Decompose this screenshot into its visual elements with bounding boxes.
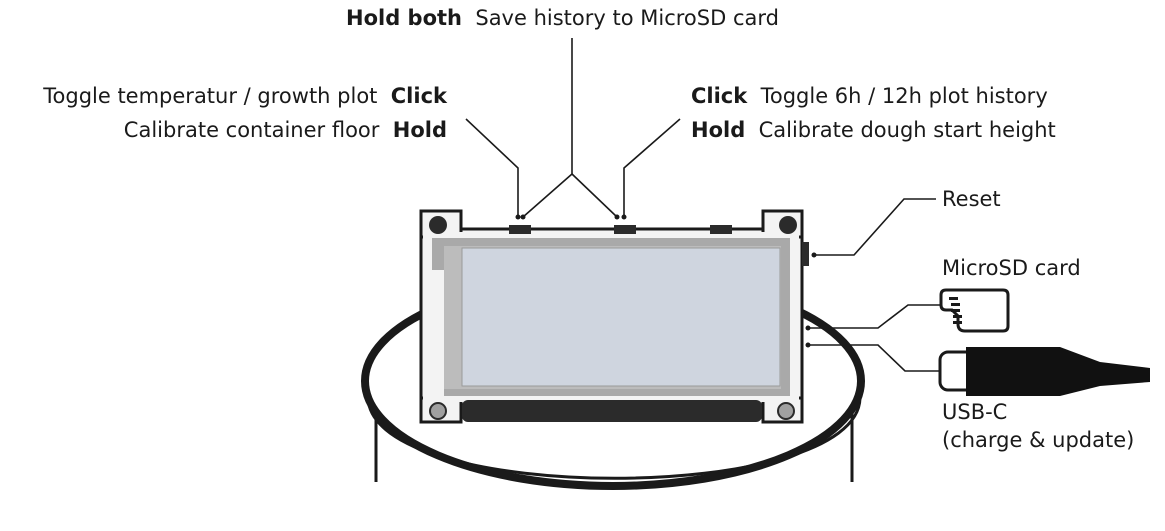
left-click-label: Toggle temperatur / growth plot Click: [43, 86, 447, 107]
hold-both-desc: Save history to MicroSD card: [475, 6, 779, 30]
right-hold-desc: Calibrate dough start height: [758, 118, 1056, 142]
battery-strip: [462, 400, 762, 422]
right-click-action: Click: [691, 84, 748, 108]
usbc-sublabel: (charge & update): [942, 428, 1135, 452]
third-top-button: [710, 225, 732, 234]
left-button[interactable]: [509, 225, 531, 234]
mount-hole-icon: [429, 216, 447, 234]
right-hold-action: Hold: [691, 118, 746, 142]
left-hold-label: Calibrate container floor Hold: [124, 120, 447, 141]
usbc-label: USB-C: [942, 400, 1008, 424]
reset-button[interactable]: [802, 242, 809, 266]
right-hold-label: Hold Calibrate dough start height: [691, 120, 1056, 141]
mount-hole-icon: [429, 402, 447, 420]
callout-lines: [465, 38, 940, 372]
e-paper-screen: [461, 247, 781, 387]
device-board: [419, 209, 809, 424]
right-click-label: Click Toggle 6h / 12h plot history: [691, 86, 1048, 107]
left-click-action: Click: [390, 84, 447, 108]
right-button[interactable]: [614, 225, 636, 234]
callout-dots: [515, 214, 817, 348]
left-hold-action: Hold: [392, 118, 447, 142]
microsd-card-icon: [939, 288, 1010, 333]
reset-label: Reset: [942, 187, 1001, 211]
right-click-desc: Toggle 6h / 12h plot history: [760, 84, 1048, 108]
hold-both-action: Hold both: [346, 6, 462, 30]
mount-hole-icon: [777, 402, 795, 420]
microsd-label: MicroSD card: [942, 256, 1081, 280]
mount-hole-icon: [779, 216, 797, 234]
hold-both-label: Hold both Save history to MicroSD card: [346, 8, 779, 29]
left-hold-desc: Calibrate container floor: [123, 118, 380, 142]
usb-c-cable-icon: [938, 347, 1150, 396]
left-click-desc: Toggle temperatur / growth plot: [43, 84, 378, 108]
